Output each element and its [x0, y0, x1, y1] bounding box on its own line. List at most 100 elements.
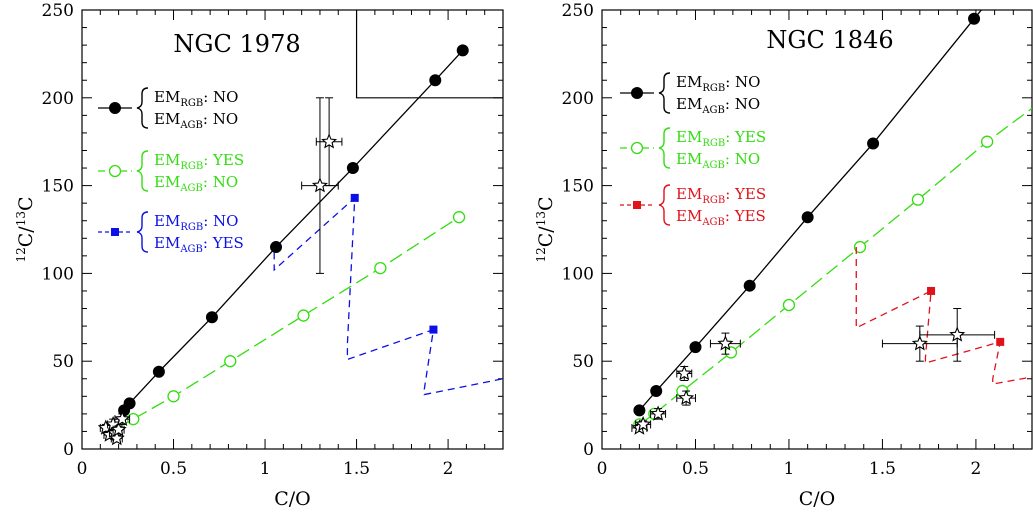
observation-point	[650, 405, 667, 421]
x-tick-label: 1	[784, 459, 795, 479]
star-marker	[650, 405, 667, 421]
star-marker	[311, 177, 328, 193]
legend-brace	[136, 211, 149, 253]
series-point	[743, 279, 756, 292]
series-point	[123, 397, 136, 410]
y-tick-label: 0	[583, 440, 594, 460]
series-point	[374, 261, 387, 275]
y-tick-label: 100	[562, 264, 594, 284]
legend-label: EMAGB: YES	[154, 234, 244, 255]
series-point	[429, 325, 438, 334]
legend-label: EMAGB: NO	[154, 173, 238, 194]
series-point	[968, 12, 981, 25]
series-point	[297, 309, 310, 322]
legend-marker	[631, 87, 643, 99]
series-point	[350, 193, 359, 202]
series-point	[996, 337, 1005, 346]
legend-label: EMAGB: NO	[154, 110, 238, 131]
y-tick-label: 150	[562, 177, 594, 197]
observation-point	[108, 430, 125, 446]
observation-point	[110, 421, 127, 437]
series-point	[689, 341, 702, 354]
series-point	[452, 211, 466, 224]
legend-marker	[630, 141, 644, 155]
series-1	[118, 44, 469, 417]
series-point	[270, 241, 283, 254]
legend-marker	[108, 164, 122, 178]
y-tick-label: 200	[562, 89, 594, 109]
legend-label: EMAGB: YES	[676, 207, 766, 228]
panel-1: 0 0.5 1 1.5 2 0 50 100 150 200 250 C/O 12C/13C NGC 19…	[14, 1, 504, 510]
series-line	[855, 247, 1032, 385]
series-line	[638, 10, 983, 411]
star-marker	[676, 365, 693, 381]
series-3	[273, 193, 503, 396]
series-1	[633, 10, 983, 417]
legend-brace	[136, 150, 149, 192]
series-point	[167, 390, 180, 403]
star-marker	[110, 421, 127, 437]
legend-label: EMAGB: NO	[676, 95, 760, 116]
legend-brace	[136, 87, 149, 129]
plot-frame	[81, 9, 504, 450]
y-tick-label: 250	[562, 1, 594, 21]
series-point	[633, 404, 646, 417]
x-axis-label: C/O	[274, 488, 311, 510]
y-tick-label: 250	[42, 1, 74, 21]
x-tick-label: 2	[970, 459, 981, 479]
y-tick-label: 50	[52, 352, 74, 372]
y-axis-label: 12C/13C	[534, 196, 557, 262]
legend-marker	[109, 102, 121, 114]
series-point	[456, 44, 469, 57]
star-marker	[108, 430, 125, 446]
series-point	[980, 135, 994, 148]
legend-brace	[658, 127, 671, 169]
star-marker	[678, 389, 695, 405]
panel-title: NGC 1846	[766, 26, 893, 54]
legend-label: EMAGB: NO	[676, 150, 760, 171]
legend-label: EMRGB: YES	[676, 128, 766, 149]
observation-point	[315, 97, 343, 187]
series-line	[123, 49, 464, 411]
legend-label: EMRGB: YES	[154, 151, 244, 172]
legend-label: EMRGB: NO	[154, 212, 238, 233]
series-point	[152, 365, 165, 378]
y-tick-label: 100	[42, 264, 74, 284]
x-tick-label: 2	[443, 459, 454, 479]
series-point	[650, 385, 663, 398]
observation-point	[676, 365, 693, 382]
series-3	[855, 247, 1032, 385]
star-marker	[717, 335, 734, 351]
panel-2: 0 0.5 1 1.5 2 0 50 100 150 200 250 C/O 12C/13C NGC 18…	[534, 1, 1033, 510]
series-point	[867, 137, 880, 150]
plot-frame	[601, 9, 1033, 450]
star-marker	[911, 335, 928, 351]
y-axis-label: 12C/13C	[14, 196, 37, 262]
x-tick-label: 1.5	[869, 459, 896, 479]
x-tick-label: 0.5	[160, 459, 187, 479]
observation-point	[919, 308, 996, 362]
x-axis-label: C/O	[799, 488, 836, 510]
series-2	[110, 211, 466, 435]
legend-label: EMRGB: NO	[676, 73, 760, 94]
plot-area	[631, 10, 1032, 435]
series-point	[801, 211, 814, 224]
series-point	[853, 240, 867, 254]
legend-label: EMRGB: NO	[154, 88, 238, 109]
legend-marker	[633, 201, 641, 209]
observation-point	[709, 332, 741, 355]
star-marker	[321, 133, 338, 149]
series-point	[724, 346, 738, 359]
series-point	[911, 193, 925, 206]
x-tick-label: 0	[77, 459, 88, 479]
series-point	[782, 298, 796, 312]
star-marker	[949, 326, 966, 342]
series-point	[205, 311, 218, 324]
x-tick-label: 1	[260, 459, 271, 479]
observation-point	[676, 389, 696, 406]
